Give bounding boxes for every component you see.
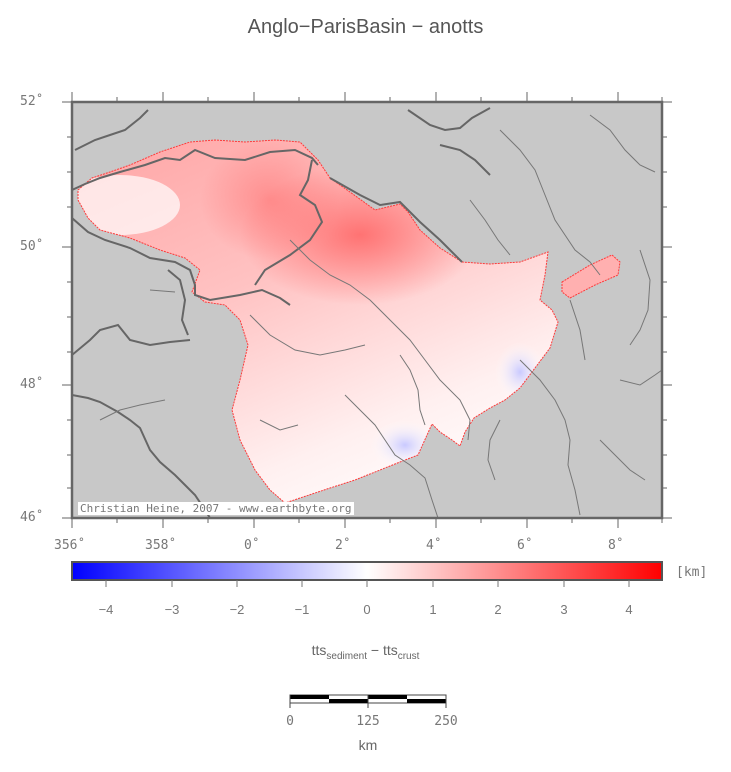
lon-ticks xyxy=(71,92,663,528)
lat-label-48: 48˚ xyxy=(20,377,44,392)
variable-formula: ttssediment − ttscrust xyxy=(311,642,420,662)
scale-bar xyxy=(289,694,447,708)
lon-label-4: 4˚ xyxy=(426,538,442,553)
lon-label-8: 8˚ xyxy=(608,538,624,553)
colorbar-tick-label: 4 xyxy=(625,602,633,617)
rivers xyxy=(99,114,662,518)
lon-label-2: 2˚ xyxy=(335,538,351,553)
lon-label-358: 358˚ xyxy=(145,538,177,553)
colorbar-tick-label: −3 xyxy=(164,602,180,617)
colorbar-unit: [km] xyxy=(676,565,708,580)
colorbar-tick-label: 3 xyxy=(560,602,568,617)
map-title: Anglo−ParisBasin − anotts xyxy=(247,16,484,38)
map-frame xyxy=(70,100,664,520)
scale-label-250: 250 xyxy=(434,714,458,729)
lat-label-46: 46˚ xyxy=(20,510,44,525)
colorbar-ticks xyxy=(105,580,630,587)
colorbar-tick-label: −2 xyxy=(229,602,245,617)
lon-label-0: 0˚ xyxy=(244,538,260,553)
colorbar-tick-label: −4 xyxy=(98,602,114,617)
lon-label-356: 356˚ xyxy=(54,538,86,553)
colorbar-tick-label: 0 xyxy=(363,602,371,617)
scale-label-0: 0 xyxy=(286,714,294,729)
lon-label-6: 6˚ xyxy=(517,538,533,553)
scale-label-125: 125 xyxy=(356,714,380,729)
credit-text: Christian Heine, 2007 - www.earthbyte.or… xyxy=(78,502,354,515)
rhine-graben-patch xyxy=(561,254,621,299)
scale-unit: km xyxy=(358,737,378,753)
coastlines xyxy=(72,107,491,518)
colorbar-tick-label: −1 xyxy=(294,602,310,617)
lat-ticks xyxy=(62,101,672,519)
lat-label-50: 50˚ xyxy=(20,239,44,254)
colorbar-tick-label: 1 xyxy=(429,602,437,617)
basin-outline xyxy=(77,139,559,504)
lat-label-52: 52˚ xyxy=(20,94,44,109)
colorbar xyxy=(71,561,663,581)
colorbar-tick-label: 2 xyxy=(494,602,502,617)
